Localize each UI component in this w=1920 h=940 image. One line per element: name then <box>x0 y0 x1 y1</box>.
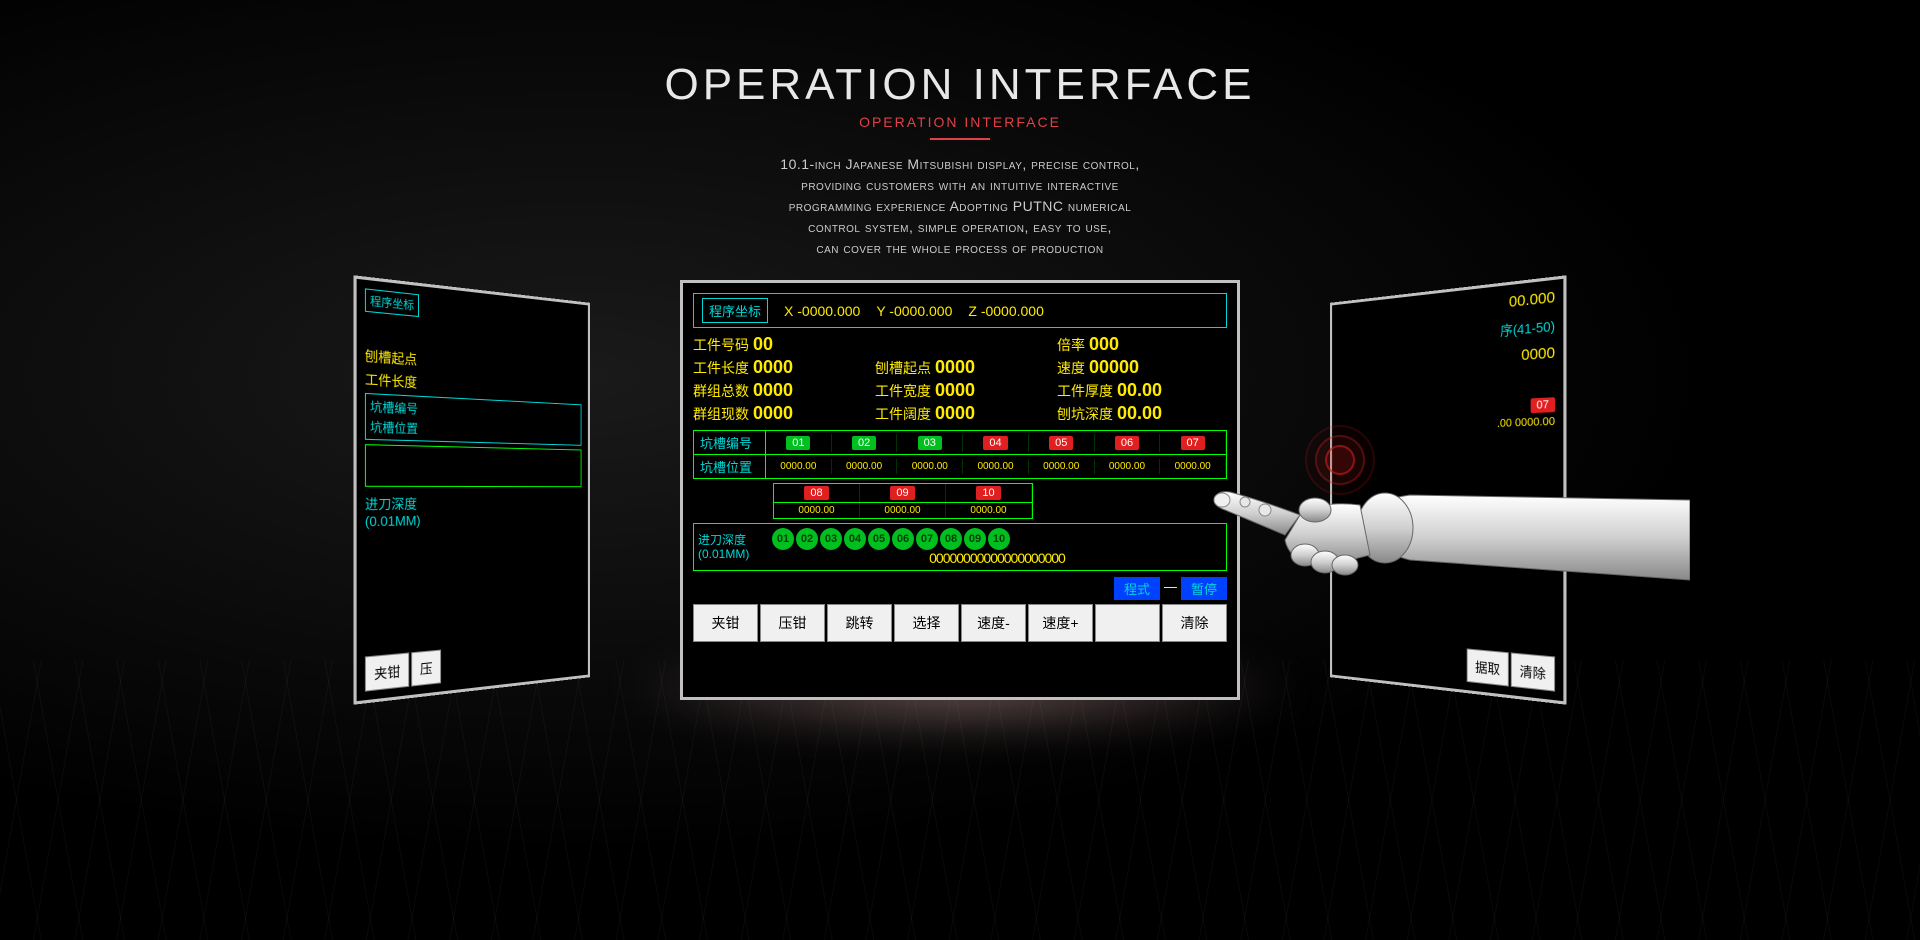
panel-left: 程序坐标 刨槽起点 工件长度 坑槽编号 坑槽位置 进刀深度 (0.01MM) 夹… <box>353 275 590 704</box>
description: 10.1-inch Japanese Mitsubishi display, p… <box>0 154 1920 259</box>
slot-number[interactable]: 08 <box>774 484 860 502</box>
slot-box-top: 坑槽编号 01020304050607 坑槽位置 0000.000000.000… <box>693 430 1227 479</box>
depth-number[interactable]: 03 <box>820 528 842 550</box>
coord-y: Y -0000.000 <box>876 303 952 319</box>
depth-number[interactable]: 07 <box>916 528 938 550</box>
ctrl-button-blank <box>1095 604 1160 642</box>
depth-box: 进刀深度 (0.01MM) 01020304050607080910 00000… <box>693 523 1227 571</box>
slot-position: 0000.00 <box>897 459 963 474</box>
right-btn-data[interactable]: 据取 <box>1467 648 1509 686</box>
status-bar: 程式 — 暂停 <box>693 577 1227 600</box>
page-subtitle: OPERATION INTERFACE <box>0 114 1920 130</box>
header: OPERATION INTERFACE OPERATION INTERFACE … <box>0 0 1920 259</box>
ctrl-button-选择[interactable]: 选择 <box>894 604 959 642</box>
slot-position: 0000.00 <box>963 459 1029 474</box>
coord-z: Z -0000.000 <box>968 303 1044 319</box>
depth-number[interactable]: 09 <box>964 528 986 550</box>
ctrl-button-压钳[interactable]: 压钳 <box>760 604 825 642</box>
page-title: OPERATION INTERFACE <box>0 60 1920 110</box>
slot-number[interactable]: 02 <box>832 434 898 452</box>
slot-number[interactable]: 03 <box>897 434 963 452</box>
slot-box-bot: 080910 0000.000000.000000.00 <box>773 483 1033 519</box>
panel-center: 程序坐标 X -0000.000 Y -0000.000 Z -0000.000… <box>680 280 1240 700</box>
depth-number[interactable]: 01 <box>772 528 794 550</box>
slot-number[interactable]: 05 <box>1029 434 1095 452</box>
slot-position: 0000.00 <box>1095 459 1161 474</box>
depth-number[interactable]: 08 <box>940 528 962 550</box>
slot-number[interactable]: 06 <box>1095 434 1161 452</box>
left-btn-press[interactable]: 压 <box>411 650 441 687</box>
panel-stage: 程序坐标 刨槽起点 工件长度 坑槽编号 坑槽位置 进刀深度 (0.01MM) 夹… <box>510 280 1410 740</box>
coord-label: 程序坐标 <box>702 298 768 323</box>
ctrl-button-跳转[interactable]: 跳转 <box>827 604 892 642</box>
ctrl-button-速度-[interactable]: 速度- <box>961 604 1026 642</box>
depth-number[interactable]: 04 <box>844 528 866 550</box>
depth-number[interactable]: 02 <box>796 528 818 550</box>
depth-number[interactable]: 06 <box>892 528 914 550</box>
slot-number[interactable]: 09 <box>860 484 946 502</box>
slot-number[interactable]: 04 <box>963 434 1029 452</box>
slot-position: 0000.00 <box>860 503 946 518</box>
slot-position: 0000.00 <box>1029 459 1095 474</box>
title-divider <box>930 138 990 140</box>
depth-number[interactable]: 05 <box>868 528 890 550</box>
depth-label: 进刀深度 (0.01MM) <box>698 533 768 562</box>
slot-position: 0000.00 <box>832 459 898 474</box>
left-buttons: 夹钳 压 <box>365 637 582 692</box>
control-buttons: 夹钳压钳跳转选择速度-速度+清除 <box>693 604 1227 642</box>
slot-number[interactable]: 10 <box>946 484 1032 502</box>
slot-position: 0000.00 <box>774 503 860 518</box>
slot-position: 0000.00 <box>766 459 832 474</box>
status-program: 程式 <box>1114 577 1160 600</box>
right-btn-clear[interactable]: 清除 <box>1511 652 1555 691</box>
depth-number[interactable]: 10 <box>988 528 1010 550</box>
left-depth: 进刀深度 (0.01MM) <box>365 493 582 530</box>
right-buttons: 据取 清除 <box>1339 637 1556 692</box>
ctrl-button-夹钳[interactable]: 夹钳 <box>693 604 758 642</box>
left-coord-label: 程序坐标 <box>365 288 419 317</box>
coord-box: 程序坐标 X -0000.000 Y -0000.000 Z -0000.000 <box>693 293 1227 328</box>
robot-hand-icon <box>1210 420 1690 625</box>
left-slot-box: 坑槽编号 坑槽位置 <box>365 393 582 446</box>
left-btn-clamp[interactable]: 夹钳 <box>365 652 409 691</box>
coord-x: X -0000.000 <box>784 303 860 319</box>
slot-number[interactable]: 01 <box>766 434 832 452</box>
info-grid: 工件号码 00 倍率 000 工件长度 0000 刨槽起点 0000 速度 00… <box>693 334 1227 424</box>
slot-position: 0000.00 <box>946 503 1032 518</box>
ctrl-button-速度+[interactable]: 速度+ <box>1028 604 1093 642</box>
